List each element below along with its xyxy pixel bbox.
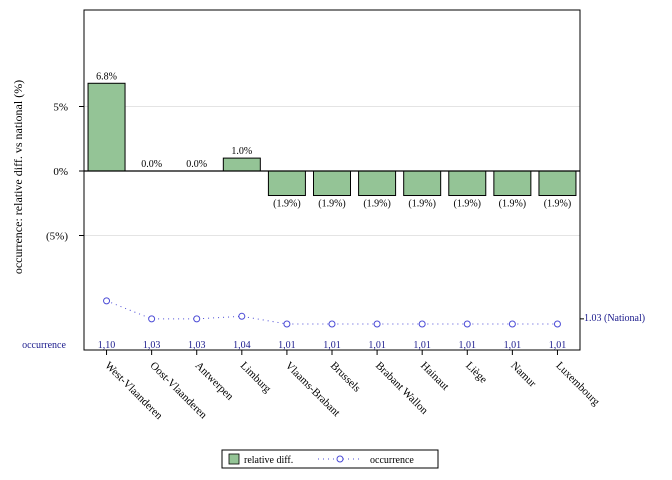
bar bbox=[403, 170, 442, 197]
occurrence-value-label: 1,01 bbox=[368, 340, 386, 351]
occurrence-marker bbox=[283, 320, 291, 328]
occurrence-value-label: 1,01 bbox=[504, 340, 522, 351]
occurrence-value-label: 1,01 bbox=[459, 340, 477, 351]
occurrence-value-label: 1,01 bbox=[278, 340, 296, 351]
occurrence-series: 1,10 1,03 1,03 1,04 1,01 1,01 1,01 1,01 1,01 1,01… bbox=[98, 297, 567, 351]
occurrence-value-label: 1,04 bbox=[233, 340, 251, 351]
bar-value-label: 1.0% bbox=[231, 146, 252, 157]
occurrence-value-label: 1,03 bbox=[188, 340, 206, 351]
occurrence-marker bbox=[103, 297, 111, 305]
y-axis-title: occurrence: relative diff. vs national (… bbox=[11, 80, 25, 274]
bar-value-label: (1.9%) bbox=[544, 199, 572, 210]
bar-value-label: (1.9%) bbox=[273, 199, 301, 210]
bar bbox=[358, 170, 397, 197]
bar bbox=[222, 157, 261, 172]
bar bbox=[313, 170, 351, 197]
occurrence-row-label: occurrence bbox=[22, 340, 66, 351]
bar bbox=[87, 82, 126, 172]
occurrence-marker bbox=[148, 315, 156, 323]
bar-value-label: (1.9%) bbox=[499, 199, 527, 210]
bar bbox=[493, 170, 532, 197]
legend-swatch-relative-diff bbox=[228, 453, 240, 465]
occurrence-marker bbox=[193, 315, 201, 323]
bar-value-label: (1.9%) bbox=[363, 199, 391, 210]
bars bbox=[87, 82, 577, 197]
grid-lines bbox=[84, 106, 580, 236]
legend-label-relative-diff: relative diff. bbox=[244, 455, 293, 466]
occurrence-marker bbox=[238, 312, 246, 320]
occurrence-marker bbox=[328, 320, 336, 328]
legend-label-occurrence: occurrence bbox=[370, 455, 414, 466]
bar-value-label: (1.9%) bbox=[408, 199, 436, 210]
legend: relative diff. occurrence bbox=[221, 449, 439, 469]
occurrence-value-label: 1,01 bbox=[413, 340, 431, 351]
occurrence-value-label: 1,10 bbox=[98, 340, 116, 351]
y-tick-label: 0% bbox=[53, 166, 68, 178]
occurrence-marker bbox=[373, 320, 381, 328]
y-tick-label: 5% bbox=[53, 102, 68, 114]
occurrence-marker bbox=[553, 320, 561, 328]
occurrence-value-label: 1,01 bbox=[323, 340, 341, 351]
national-reference-label: 1.03 (National) bbox=[584, 313, 645, 324]
bar bbox=[448, 170, 487, 197]
bar-value-label: 0.0% bbox=[141, 159, 162, 170]
legend-marker-occurrence bbox=[336, 455, 344, 463]
occurrence-marker bbox=[418, 320, 426, 328]
bar-value-label: (1.9%) bbox=[318, 199, 346, 210]
bar bbox=[267, 170, 306, 197]
bar-value-labels: 6.8% 0.0% 0.0% 1.0% (1.9%) (1.9%) (1.9%) (1.9%)… bbox=[96, 71, 571, 209]
bar bbox=[538, 170, 577, 197]
legend-box bbox=[221, 449, 439, 469]
bar-value-label: (1.9%) bbox=[454, 199, 482, 210]
y-tick-label: (5%) bbox=[46, 231, 68, 243]
occurrence-value-label: 1,03 bbox=[143, 340, 161, 351]
occurrence-marker bbox=[463, 320, 471, 328]
bar-value-label: 0.0% bbox=[186, 159, 207, 170]
occurrence-marker bbox=[508, 320, 516, 328]
bar-value-label: 6.8% bbox=[96, 71, 117, 82]
occurrence-value-label: 1,01 bbox=[549, 340, 567, 351]
